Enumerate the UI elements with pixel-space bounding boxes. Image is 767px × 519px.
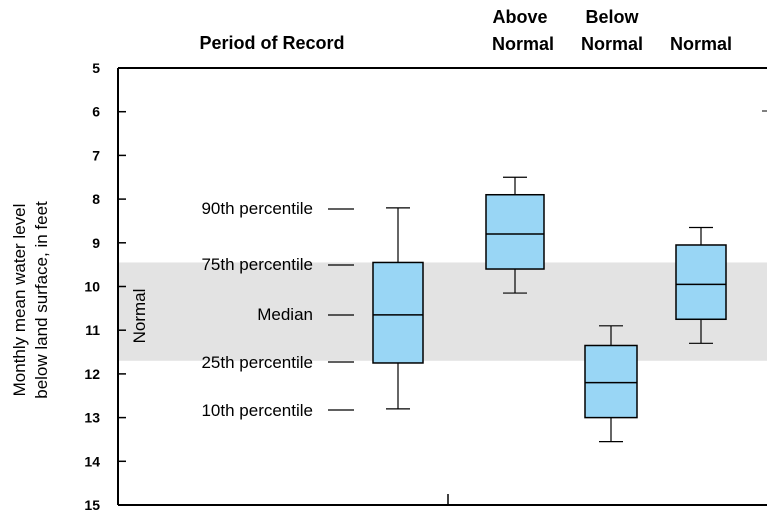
normal-range-band [119,262,767,361]
y-axis-title-line2: below land surface, in feet [32,201,51,399]
y-axis-title-line1: Monthly mean water level [10,204,29,397]
y-tick-label: 12 [84,366,100,382]
box-period-of-record [372,207,424,410]
box-iqr [584,344,638,419]
box-iqr [372,261,424,364]
y-tick-label: 6 [92,104,100,120]
y-tick-label: 15 [84,497,100,513]
header-above-line1: Above [492,7,547,27]
box-above-normal [485,176,545,294]
legend-label-median: Median [257,305,313,324]
box-below-normal [584,325,638,443]
y-tick-label: 10 [84,279,100,295]
y-axis-ticks: 5 6 7 8 9 10 11 12 13 14 15 [84,60,126,513]
y-tick-label: 11 [85,322,100,338]
legend-label-25th: 25th percentile [201,353,313,372]
box-iqr [485,193,545,270]
header-below-line2: Normal [581,34,643,54]
box-iqr [675,244,727,321]
y-tick-label: 9 [92,235,100,251]
legend-label-75th: 75th percentile [201,255,313,274]
header-above-line2: Normal [492,34,554,54]
box-normal [675,226,727,344]
legend-label-10th: 10th percentile [201,401,313,420]
header-period-of-record: Period of Record [199,33,344,53]
y-tick-label: 7 [92,147,100,163]
y-tick-label: 13 [84,410,100,426]
y-tick-label: 14 [84,453,100,469]
box-series [372,176,727,443]
y-tick-label: 8 [92,191,100,207]
header-below-line1: Below [585,7,639,27]
legend-label-90th: 90th percentile [201,199,313,218]
y-tick-label: 5 [92,60,100,76]
header-normal: Normal [670,34,732,54]
normal-band-label: Normal [130,289,149,344]
